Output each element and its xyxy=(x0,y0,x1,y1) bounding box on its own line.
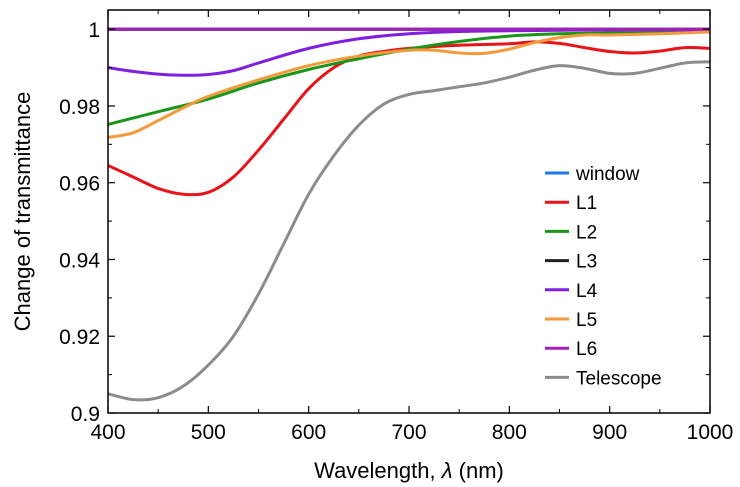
y-tick-label: 0.92 xyxy=(59,326,100,349)
legend-label-l4: L4 xyxy=(576,281,598,302)
x-axis-label-symbol: λ xyxy=(441,458,453,483)
y-axis: 0.9 0.92 0.94 0.96 0.98 1 xyxy=(59,19,710,426)
x-axis-label: Wavelength, λ (nm) xyxy=(314,458,504,483)
x-tick-label: 900 xyxy=(592,421,627,444)
legend-label-l5: L5 xyxy=(576,310,597,331)
series-layer xyxy=(108,27,710,402)
legend-label-l6: L6 xyxy=(576,339,597,360)
y-tick-label: 0.98 xyxy=(59,96,100,119)
x-axis-label-prefix: Wavelength, xyxy=(314,458,442,483)
plot-frame xyxy=(107,9,711,414)
legend-label-l1: L1 xyxy=(576,193,597,214)
series-line-l5 xyxy=(108,30,710,139)
x-tick-label: 1000 xyxy=(687,421,734,444)
y-axis-label: Change of transmittance xyxy=(10,92,35,332)
x-axis-label-suffix: (nm) xyxy=(453,458,504,483)
legend-label-telescope: Telescope xyxy=(576,368,662,389)
x-tick-label: 800 xyxy=(492,421,527,444)
y-tick-label: 0.9 xyxy=(71,403,100,426)
legend-label-l3: L3 xyxy=(576,252,597,273)
legend-label-window: window xyxy=(575,164,640,185)
x-tick-label: 500 xyxy=(191,421,226,444)
x-axis: 400 500 600 700 800 900 1000 xyxy=(90,10,733,444)
legend-label-l2: L2 xyxy=(576,222,597,243)
x-tick-label: 600 xyxy=(291,421,326,444)
y-tick-label: 0.94 xyxy=(59,249,100,272)
x-tick-label: 700 xyxy=(391,421,426,444)
y-tick-label: 1 xyxy=(88,19,100,42)
x-tick-label: 400 xyxy=(90,421,125,444)
series-line-telescope xyxy=(108,60,710,402)
legend: window L1 L2 L3 L4 L5 L6 Telescope xyxy=(545,164,662,389)
series-line-l2 xyxy=(108,30,710,126)
y-tick-label: 0.96 xyxy=(59,173,100,196)
